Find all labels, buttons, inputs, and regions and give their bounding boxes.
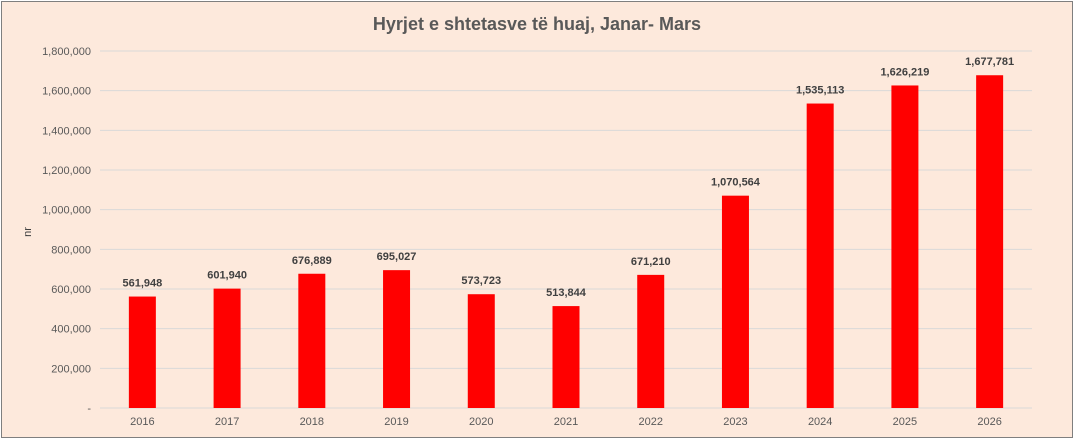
- x-tick-label: 2023: [723, 416, 747, 428]
- chart-title: Hyrjet e shtetasve të huaj, Janar- Mars: [372, 14, 702, 34]
- bar-2021: [552, 306, 580, 408]
- bar-2020: [467, 294, 495, 408]
- y-tick-label: 200,000: [51, 363, 91, 375]
- data-label-2019: 695,027: [377, 251, 417, 263]
- data-label-2021: 513,844: [546, 287, 587, 299]
- bar-2024: [806, 103, 834, 408]
- bar-2016: [128, 296, 156, 408]
- bar-2019: [383, 270, 411, 408]
- data-label-2018: 676,889: [292, 255, 332, 267]
- y-axis-label: nr: [22, 227, 34, 237]
- y-tick-label: 1,400,000: [42, 125, 91, 137]
- bar-2018: [298, 273, 326, 408]
- y-tick-label: 1,600,000: [42, 86, 91, 98]
- bar-2026: [976, 75, 1004, 408]
- y-axis-ticks: - 200,000 400,000 600,000 800,000 1,000,000 1,…: [42, 46, 91, 415]
- data-label-2026: 1,677,781: [965, 56, 1014, 68]
- x-tick-label: 2022: [638, 416, 662, 428]
- data-label-2023: 1,070,564: [711, 177, 761, 189]
- data-label-2025: 1,626,219: [880, 66, 929, 78]
- data-label-2016: 561,948: [122, 278, 162, 290]
- x-tick-label: 2016: [130, 416, 154, 428]
- y-tick-label: -: [87, 403, 91, 415]
- x-tick-label: 2017: [215, 416, 239, 428]
- y-tick-label: 800,000: [51, 244, 91, 256]
- data-label-2020: 573,723: [461, 275, 501, 287]
- bar-2023: [721, 195, 749, 408]
- x-tick-label: 2019: [384, 416, 408, 428]
- x-tick-label: 2021: [554, 416, 578, 428]
- x-tick-label: 2020: [469, 416, 493, 428]
- x-tick-label: 2024: [808, 416, 832, 428]
- y-tick-label: 1,800,000: [42, 46, 91, 58]
- y-tick-label: 400,000: [51, 324, 91, 336]
- x-tick-label: 2018: [300, 416, 324, 428]
- bar-2022: [637, 274, 665, 408]
- bar-2025: [891, 85, 919, 409]
- data-label-2017: 601,940: [207, 270, 247, 282]
- y-tick-label: 1,000,000: [42, 205, 91, 217]
- data-label-2022: 671,210: [631, 256, 671, 268]
- data-label-2024: 1,535,113: [796, 85, 844, 97]
- bar-2017: [213, 288, 241, 408]
- y-tick-label: 600,000: [51, 284, 91, 296]
- x-tick-label: 2025: [893, 416, 917, 428]
- bars: 561,948 601,940 676,889 695,027 573,723 513,8…: [122, 56, 1014, 409]
- x-tick-label: 2026: [977, 416, 1001, 428]
- y-tick-label: 1,200,000: [42, 165, 91, 177]
- x-axis-ticks: 2016 2017 2018 2019 2020 2021 2022 2023 2024 2025…: [130, 416, 1002, 428]
